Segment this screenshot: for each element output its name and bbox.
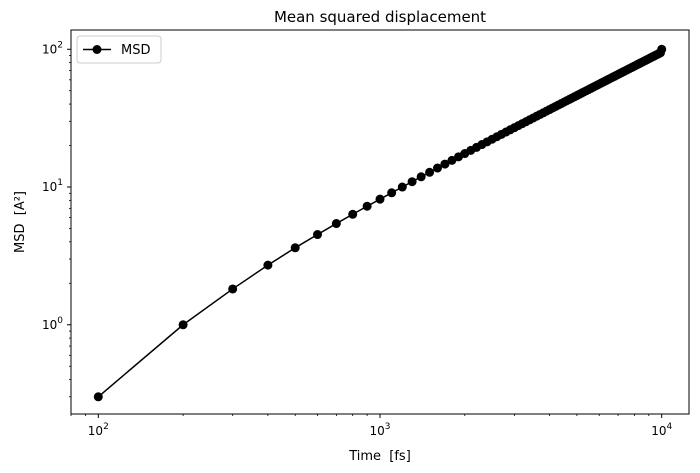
data-point (93, 392, 103, 402)
data-point (447, 155, 457, 165)
y-axis-ticks: 100 101 102 (42, 40, 71, 398)
data-point (362, 201, 372, 211)
data-point (263, 260, 273, 270)
legend: MSD (76, 35, 162, 64)
data-point (407, 177, 417, 187)
data-point (416, 172, 426, 182)
x-tick-label: 104 (651, 422, 672, 438)
data-point (425, 167, 435, 177)
data-point (375, 194, 385, 204)
y-tick-label: 102 (42, 40, 63, 56)
data-point (178, 320, 188, 330)
x-tick-label: 103 (369, 422, 390, 438)
series-layer (93, 44, 667, 402)
y-tick-label: 100 (42, 316, 63, 332)
data-point (290, 243, 300, 253)
data-point (313, 230, 323, 240)
data-point (331, 219, 341, 229)
y-axis-label: MSD [A²] (13, 191, 28, 253)
data-point (397, 182, 407, 192)
legend-label: MSD (121, 43, 150, 58)
x-axis-label: Time [fs] (348, 449, 411, 464)
data-point (433, 163, 442, 173)
data-point (387, 188, 397, 198)
data-point (657, 44, 667, 54)
data-point (440, 159, 450, 169)
legend-frame (76, 35, 162, 64)
chart-title: Mean squared displacement (274, 8, 486, 26)
x-axis-ticks: 102 103 104 (70, 414, 672, 438)
legend-marker (92, 45, 102, 54)
y-tick-label: 101 (42, 178, 63, 194)
data-point (348, 209, 358, 219)
data-point (228, 284, 238, 294)
x-tick-label: 102 (88, 422, 109, 438)
